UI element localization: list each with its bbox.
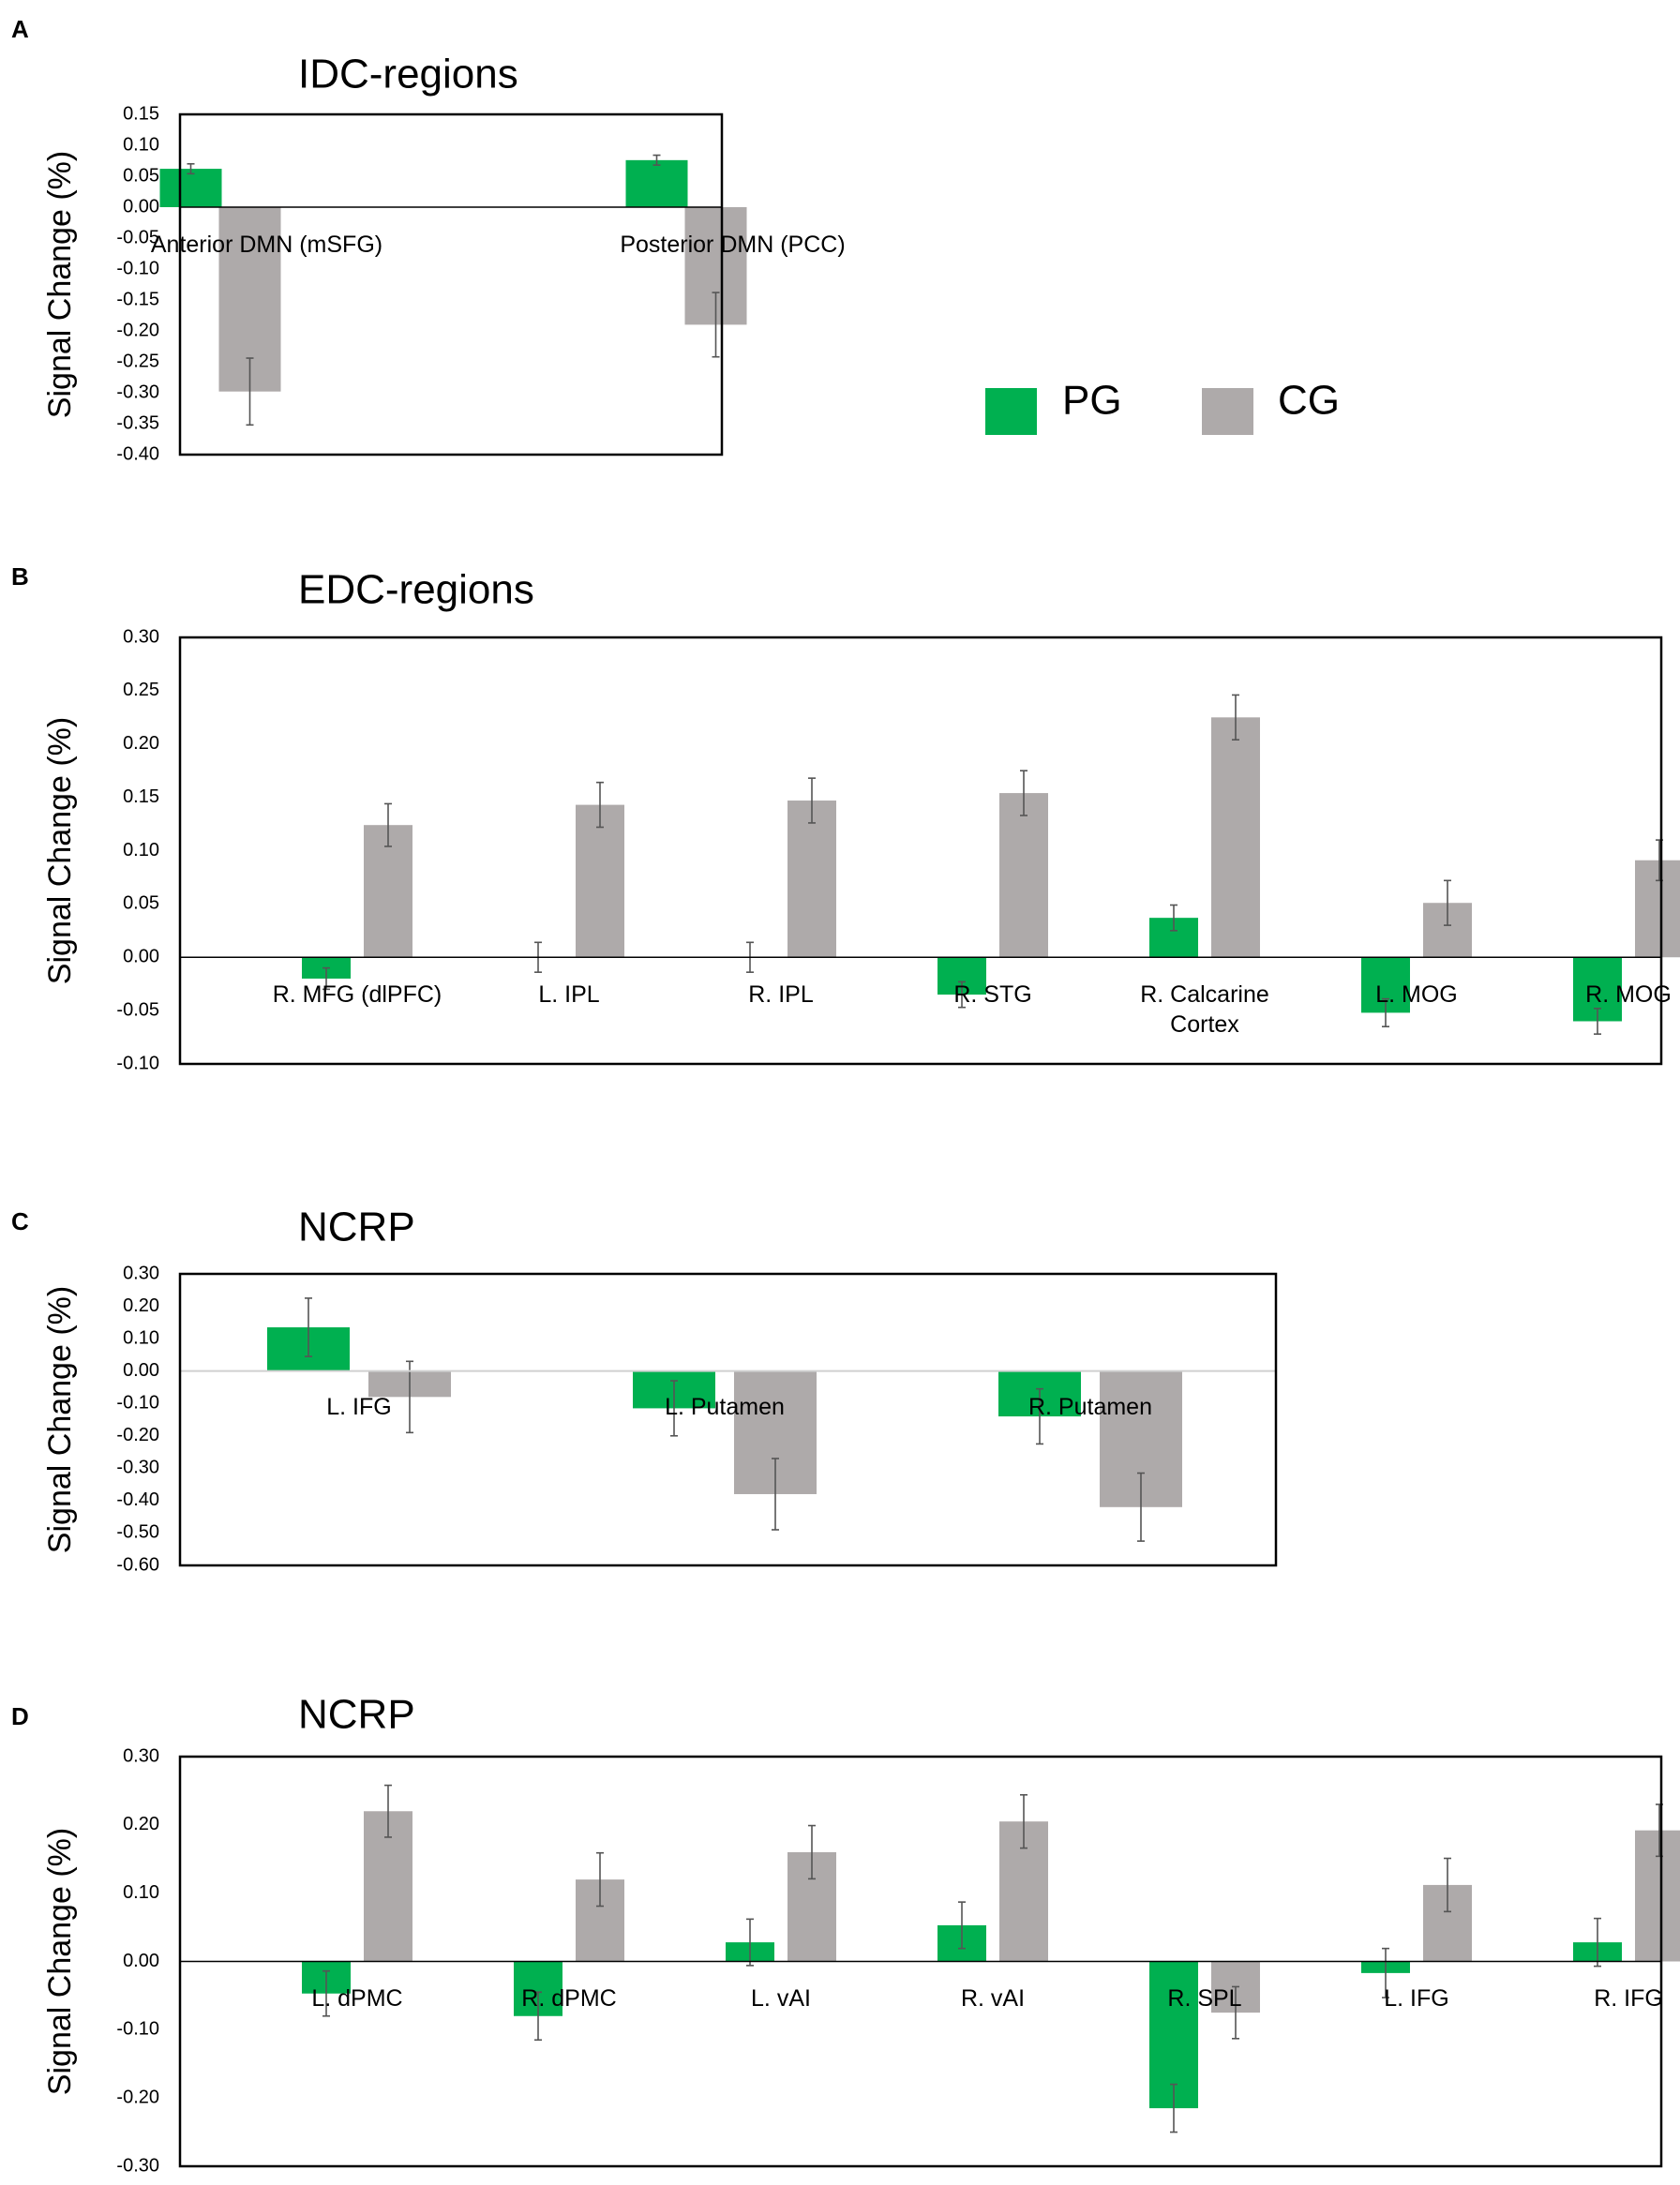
legend: PG CG [985,378,1340,435]
y-axis-label: Signal Change (%) [42,1286,78,1553]
y-tick-label: 0.05 [123,165,159,186]
bar-cg [1211,717,1260,958]
y-tick-label: 0.15 [123,786,159,807]
y-axis-label: Signal Change (%) [42,717,78,984]
category-label: Anterior DMN (mSFG) [151,232,382,258]
y-tick-label: -0.30 [116,382,159,402]
y-tick-label: -0.25 [116,351,159,371]
legend-label-cg: CG [1278,378,1340,424]
y-tick-label: -0.30 [116,2155,159,2176]
y-tick-label: -0.20 [116,320,159,340]
y-tick-label: 0.20 [123,733,159,754]
y-tick-label: -0.05 [116,999,159,1020]
chart-panel-b: B EDC-regions Signal Change (%) 0.30 0.25 0.2… [11,562,1680,1073]
legend-swatch-pg [985,388,1037,435]
y-tick-label: -0.30 [116,1458,159,1478]
chart-title: IDC-regions [298,52,518,97]
y-axis-label: Signal Change (%) [42,151,78,418]
y-tick-label: 0.05 [123,893,159,914]
y-tick-label: -0.05 [116,227,159,247]
y-tick-label: 0.30 [123,1745,159,1766]
category-label: R. Calcarine Cortex [1140,981,1269,1038]
chart-title: NCRP [298,1692,415,1738]
y-tick-label: -0.10 [116,2019,159,2040]
chart-panel-a: A IDC-regions Signal Change (%) 0.15 0.10 0.0… [11,15,846,464]
category-label: L. MOG [1375,981,1458,1008]
y-tick-label: -0.20 [116,2087,159,2107]
panel-letter: C [11,1207,29,1235]
chart-title: NCRP [298,1205,415,1250]
category-label: R. dPMC [521,1985,616,2012]
bar-cg [1635,1830,1680,1962]
y-tick-label: -0.10 [116,1053,159,1073]
category-label: R. Putamen [1028,1394,1152,1420]
y-tick-label: -0.10 [116,1393,159,1414]
category-label: R. IPL [748,981,814,1008]
panel-letter: B [11,562,29,591]
y-tick-label: -0.15 [116,289,159,309]
y-tick-label: 0.25 [123,680,159,700]
plot-frame [178,1272,1278,1567]
y-tick-label: 0.15 [123,103,159,124]
legend-swatch-cg [1202,388,1253,435]
panel-letter: D [11,1702,29,1730]
y-tick-label: 0.10 [123,1327,159,1348]
chart-panel-c: C NCRP Signal Change (%) 0.30 0.20 0.10 0.00 -0… [11,1205,1278,1575]
y-tick-label: -0.40 [116,1489,159,1510]
bar-cg [576,804,624,958]
category-label: R. MOG [1585,981,1672,1008]
category-label: R. IFG [1594,1985,1663,2012]
y-tick-label: 0.20 [123,1295,159,1316]
chart-title: EDC-regions [298,567,534,613]
category-label: R. vAI [961,1985,1025,2012]
y-tick-label: -0.35 [116,412,159,433]
y-tick-label: 0.00 [123,947,159,967]
y-tick-label: 0.10 [123,134,159,155]
y-tick-label: 0.00 [123,196,159,217]
category-label: L. IFG [326,1394,391,1420]
y-axis-label: Signal Change (%) [42,1828,78,2095]
y-tick-label: 0.00 [123,1951,159,1971]
y-tick-label: 0.10 [123,1882,159,1903]
category-label: R. MFG (dlPFC) [273,981,442,1008]
category-label: R. SPL [1167,1985,1241,2012]
y-tick-label: 0.30 [123,1263,159,1283]
category-label: L. Putamen [665,1394,785,1420]
bar-cg [1635,860,1680,958]
chart-panel-d: D NCRP Signal Change (%) 0.30 0.20 0.10 0.00 -0… [11,1692,1680,2176]
category-label: Posterior DMN (PCC) [620,232,845,258]
y-tick-label: -0.10 [116,258,159,278]
plot-frame [178,636,1663,1066]
plot-frame [178,1755,1663,2168]
bar-cg [999,793,1048,958]
y-tick-label: -0.50 [116,1522,159,1543]
y-tick-label: -0.40 [116,443,159,464]
category-label: L. dPMC [311,1985,402,2012]
y-tick-label: 0.20 [123,1814,159,1834]
y-tick-label: 0.30 [123,626,159,647]
category-label: L. IFG [1384,1985,1448,2012]
panel-letter: A [11,15,29,43]
bar-pg [625,159,688,207]
plot-frame [178,112,724,456]
legend-label-pg: PG [1062,378,1122,424]
y-tick-label: -0.20 [116,1425,159,1445]
y-tick-label: -0.60 [116,1554,159,1575]
bar-cg [788,801,836,958]
category-label: L. IPL [538,981,599,1008]
category-label: L. vAI [751,1985,811,2012]
y-tick-label: 0.00 [123,1360,159,1381]
bar-pg [159,169,222,207]
category-label: R. STG [953,981,1031,1008]
y-tick-label: 0.10 [123,840,159,861]
